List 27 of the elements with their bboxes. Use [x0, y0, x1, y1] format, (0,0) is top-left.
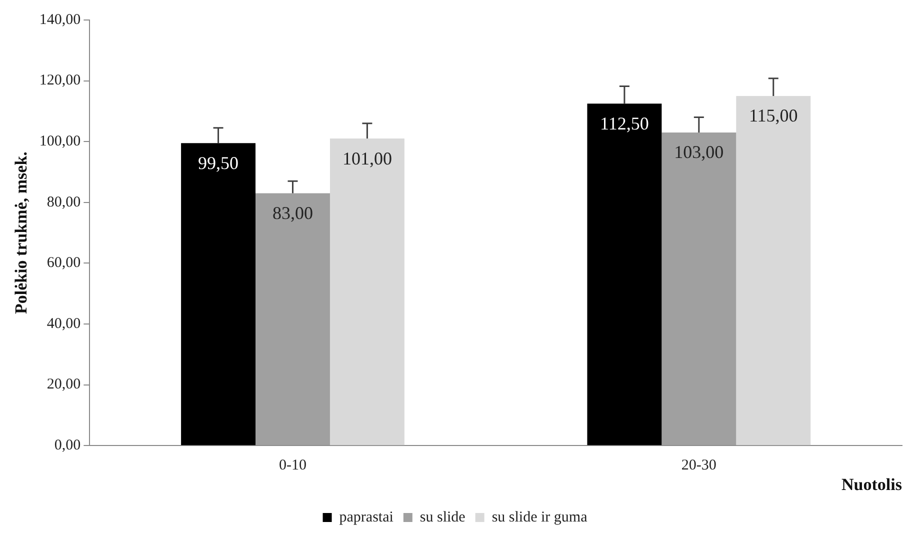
x-tick-label: 20-30 [681, 458, 716, 474]
bar [181, 143, 256, 446]
y-tick-label: 40,00 [46, 316, 81, 332]
y-tick-label: 140,00 [39, 12, 81, 28]
bar [736, 96, 811, 446]
bar [330, 138, 404, 446]
y-tick-label: 60,00 [46, 255, 81, 272]
legend-label: su slide [420, 509, 466, 526]
y-tick-label: 80,00 [46, 194, 81, 210]
bar [587, 104, 662, 446]
bar [256, 193, 330, 446]
data-label: 115,00 [748, 106, 798, 126]
data-label: 83,00 [272, 203, 313, 224]
y-axis-title: Polėkio trukmė, msek. [12, 152, 31, 314]
data-label: 99,50 [198, 152, 239, 173]
legend-label: paprastai [339, 509, 394, 526]
legend-label: su slide ir guma [492, 509, 588, 526]
x-tick-label: 0-10 [278, 458, 306, 474]
data-label: 112,50 [600, 113, 649, 134]
data-label: 103,00 [674, 142, 724, 162]
y-tick-label: 120,00 [39, 72, 81, 89]
bar [662, 132, 736, 446]
x-axis-title: Nuotolis [842, 475, 902, 494]
y-tick-label: 20,00 [46, 376, 81, 393]
y-tick-label: 100,00 [39, 134, 81, 150]
data-label: 101,00 [342, 148, 392, 168]
y-tick-label: 0,00 [54, 438, 81, 454]
